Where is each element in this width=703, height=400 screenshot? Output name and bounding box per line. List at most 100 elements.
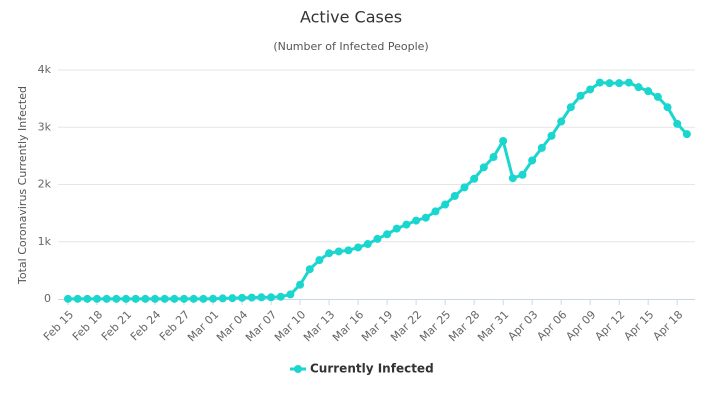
data-point: [441, 200, 450, 209]
data-point: [576, 91, 585, 100]
data-point: [325, 249, 334, 258]
x-tick-label: Mar 07: [243, 308, 279, 344]
data-point: [421, 213, 430, 222]
x-tick-label: Mar 31: [475, 308, 511, 344]
data-point: [305, 265, 314, 274]
data-point: [286, 290, 295, 299]
legend-item: Currently Infected: [290, 362, 434, 376]
data-point: [547, 131, 556, 140]
data-point: [373, 234, 382, 243]
x-tick-label: Feb 15: [41, 308, 76, 343]
x-tick-label: Apr 06: [534, 308, 569, 343]
data-point: [354, 243, 363, 252]
data-point: [383, 230, 392, 239]
data-point: [489, 153, 498, 162]
data-point: [228, 294, 237, 303]
y-axis-title: Total Coronavirus Currently Infected: [16, 86, 29, 285]
x-tick-label: Mar 22: [388, 308, 424, 344]
data-point: [653, 92, 662, 101]
data-point: [73, 294, 82, 303]
data-point: [151, 294, 160, 303]
data-point: [334, 247, 343, 256]
x-tick-label: Mar 01: [185, 308, 221, 344]
y-tick-label: 2k: [38, 178, 52, 191]
data-point: [267, 293, 276, 302]
data-point: [392, 224, 401, 233]
data-point: [615, 79, 624, 88]
data-point: [518, 170, 527, 179]
x-tick-label: Mar 28: [446, 308, 482, 344]
data-point: [499, 136, 508, 145]
y-tick-label: 4k: [38, 63, 52, 76]
data-point: [180, 294, 189, 303]
data-point: [663, 103, 672, 112]
data-point: [566, 103, 575, 112]
data-point: [209, 294, 218, 303]
legend-label: Currently Infected: [310, 362, 434, 376]
x-tick-label: Apr 15: [621, 308, 656, 343]
x-tick-label: Apr 12: [592, 308, 627, 343]
data-point: [160, 294, 169, 303]
data-point: [586, 85, 595, 94]
x-tick-label: Feb 18: [70, 308, 105, 343]
data-point: [634, 83, 643, 92]
data-point: [673, 119, 682, 128]
data-point: [537, 143, 546, 152]
data-point: [412, 216, 421, 225]
data-point: [644, 87, 653, 96]
x-tick-label: Feb 24: [128, 308, 163, 343]
x-tick-label: Mar 19: [359, 308, 395, 344]
data-point: [102, 294, 111, 303]
data-point: [344, 246, 353, 255]
x-tick-label: Apr 18: [650, 308, 685, 343]
data-point: [257, 293, 266, 302]
x-tick-label: Mar 16: [330, 308, 366, 344]
x-tick-label: Apr 03: [505, 308, 540, 343]
data-point: [315, 256, 324, 265]
data-point: [122, 294, 131, 303]
x-tick-label: Mar 04: [214, 308, 250, 344]
data-point: [363, 240, 372, 249]
x-tick-label: Mar 13: [301, 308, 337, 344]
x-tick-label: Mar 10: [272, 308, 308, 344]
data-point: [605, 79, 614, 88]
y-tick-label: 1k: [38, 235, 52, 248]
data-point: [276, 292, 285, 301]
data-point: [238, 293, 247, 302]
data-point: [557, 117, 566, 126]
data-point: [508, 174, 517, 183]
data-point: [131, 294, 140, 303]
data-point: [624, 78, 633, 87]
data-point: [247, 293, 256, 302]
data-point: [112, 294, 121, 303]
data-point: [83, 294, 92, 303]
x-tick-label: Feb 21: [99, 308, 134, 343]
data-point: [431, 207, 440, 216]
data-point: [479, 163, 488, 172]
data-point: [199, 294, 208, 303]
data-point: [218, 294, 227, 303]
data-point: [141, 294, 150, 303]
y-tick-label: 3k: [38, 120, 52, 133]
data-point: [450, 191, 459, 200]
chart-subtitle: (Number of Infected People): [273, 40, 428, 53]
data-point: [189, 294, 198, 303]
data-point: [528, 156, 537, 165]
y-tick-label: 0: [44, 292, 51, 305]
data-point: [296, 280, 305, 289]
data-point: [682, 130, 691, 139]
data-point: [93, 294, 102, 303]
legend-marker: [294, 365, 302, 373]
chart-title: Active Cases: [300, 8, 402, 27]
data-point: [64, 294, 72, 303]
data-point: [595, 78, 604, 87]
line-series: [68, 81, 688, 301]
data-point: [170, 294, 179, 303]
data-point: [402, 220, 411, 229]
x-tick-label: Apr 09: [563, 308, 598, 343]
data-point: [470, 174, 479, 183]
data-point: [460, 183, 469, 192]
x-tick-label: Mar 25: [417, 308, 453, 344]
